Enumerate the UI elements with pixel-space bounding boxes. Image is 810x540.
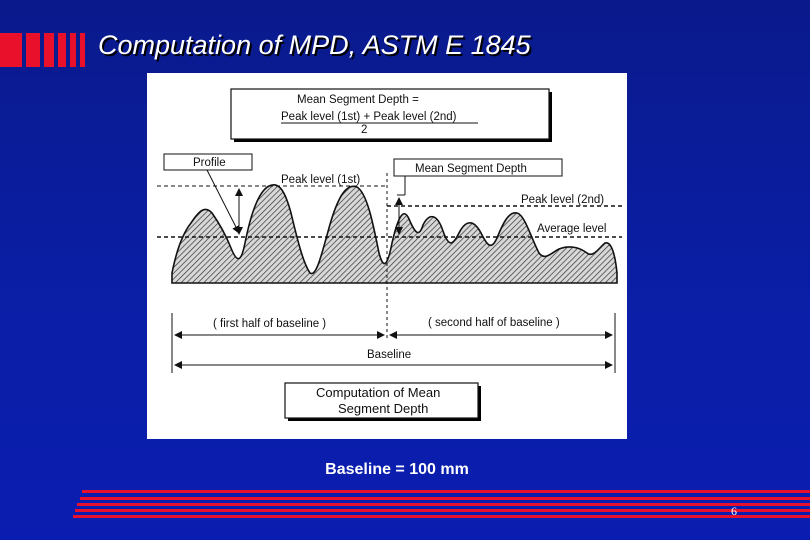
bottom-title-line-1: Computation of Mean	[316, 385, 440, 400]
formula-line-3: 2	[361, 124, 367, 136]
baseline-caption: Baseline = 100 mm	[325, 461, 469, 478]
bottom-title-box: Computation of Mean Segment Depth	[284, 382, 481, 421]
surface-profile	[171, 184, 618, 284]
baseline-dimension: Baseline	[174, 345, 613, 369]
peak-level-first-label: Peak level (1st)	[281, 174, 360, 186]
page-number: 6	[731, 504, 737, 518]
average-level-label: Average level	[537, 223, 606, 235]
slide-title: Computation of MPD, ASTM E 1845	[98, 30, 531, 60]
profile-label-box: Profile	[163, 153, 253, 234]
peak-level-second-label: Peak level (2nd)	[521, 194, 604, 206]
bottom-title-line-2: Segment Depth	[338, 401, 428, 416]
second-half-label: ( second half of baseline )	[428, 317, 560, 329]
first-half-label: ( first half of baseline )	[213, 318, 326, 330]
formula-line-2: Peak level (1st) + Peak level (2nd)	[281, 111, 457, 123]
mean-segment-depth-label: Mean Segment Depth	[415, 163, 527, 175]
footer-decoration-bars	[73, 490, 810, 518]
mean-segment-depth-box: Mean Segment Depth	[393, 158, 563, 196]
profile-label: Profile	[193, 157, 226, 169]
half-baseline-dimensions: ( first half of baseline ) ( second half…	[174, 314, 613, 339]
formula-box: Mean Segment Depth = Peak level (1st) + …	[230, 88, 552, 142]
baseline-label: Baseline	[367, 349, 411, 361]
mpd-diagram: Mean Segment Depth = Peak level (1st) + …	[147, 73, 627, 439]
title-decoration-bars	[0, 33, 85, 67]
formula-line-1: Mean Segment Depth =	[297, 94, 419, 106]
